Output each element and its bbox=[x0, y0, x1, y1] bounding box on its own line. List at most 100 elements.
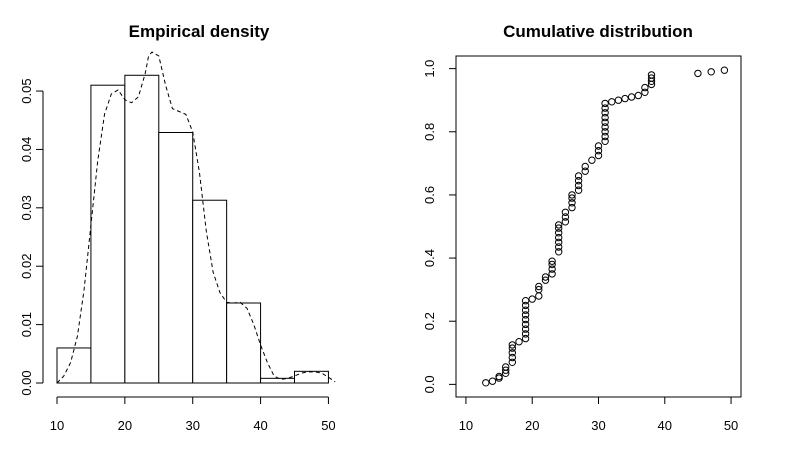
density-axes: 10 20 30 40 50 0.00 0.01 0.02 0.03 0.04 0.05 bbox=[19, 78, 336, 433]
cdf-y-tick-label: 0.0 bbox=[422, 375, 437, 393]
cdf-point bbox=[621, 94, 629, 103]
cdf-point bbox=[521, 297, 530, 305]
cdf-y-tick-label: 0.4 bbox=[422, 249, 437, 267]
cdf-x-tick-label: 30 bbox=[591, 418, 605, 433]
cdf-point bbox=[568, 194, 576, 202]
cdf-point bbox=[521, 330, 530, 338]
cdf-point bbox=[568, 191, 576, 199]
cdf-point bbox=[601, 99, 609, 108]
density-x-tick-label: 50 bbox=[321, 418, 335, 433]
cdf-point bbox=[601, 104, 609, 112]
cdf-points bbox=[482, 66, 729, 387]
cdf-point bbox=[568, 203, 576, 212]
cdf-point bbox=[482, 379, 490, 387]
cdf-point bbox=[634, 91, 642, 100]
cdf-point bbox=[555, 243, 563, 251]
cdf-y-tick-label: 0.8 bbox=[422, 123, 437, 141]
cdf-point bbox=[515, 338, 523, 346]
cdf-point bbox=[495, 372, 503, 381]
cdf-point bbox=[548, 257, 556, 265]
cdf-x-tick-label: 10 bbox=[459, 418, 473, 433]
cdf-point bbox=[707, 68, 715, 76]
cdf-point bbox=[594, 142, 603, 150]
cdf-point bbox=[541, 276, 550, 284]
cdf-point bbox=[521, 320, 530, 329]
cdf-point bbox=[594, 151, 603, 160]
cdf-point bbox=[508, 353, 516, 362]
cdf-point bbox=[694, 69, 702, 78]
density-y-tick-label: 0.00 bbox=[19, 370, 34, 395]
cdf-point bbox=[502, 366, 510, 374]
cdf-point bbox=[601, 137, 609, 146]
cdf-point bbox=[521, 306, 530, 314]
histogram-bar bbox=[158, 131, 194, 384]
density-title: Empirical density bbox=[129, 22, 270, 41]
cdf-point bbox=[601, 113, 609, 122]
cdf-point bbox=[574, 177, 583, 185]
cdf-point bbox=[521, 301, 530, 310]
cdf-point bbox=[521, 325, 530, 333]
cdf-point bbox=[720, 66, 729, 74]
cdf-title: Cumulative distribution bbox=[503, 22, 693, 41]
cdf-point bbox=[608, 98, 616, 106]
cdf-point bbox=[614, 96, 623, 104]
cdf-point bbox=[588, 156, 596, 164]
cdf-point bbox=[647, 74, 656, 82]
cdf-point bbox=[641, 83, 649, 92]
cdf-point bbox=[627, 93, 636, 101]
cdf-point bbox=[548, 270, 556, 278]
cdf-point bbox=[508, 358, 516, 366]
cdf-point bbox=[521, 334, 530, 343]
cdf-point bbox=[541, 273, 550, 281]
density-y-tick-label: 0.02 bbox=[19, 254, 34, 279]
cdf-point bbox=[594, 147, 603, 155]
cdf-point bbox=[555, 229, 563, 237]
cdf-point bbox=[601, 132, 609, 141]
cdf-x-tick-label: 20 bbox=[525, 418, 539, 433]
density-panel: Empirical density 10 20 30 40 50 0.00 0.01 0.02… bbox=[19, 22, 336, 433]
cdf-point bbox=[508, 344, 516, 352]
cdf-panel: Cumulative distribution 10 20 30 40 50 0.0 0.2… bbox=[422, 22, 742, 433]
histogram-bar bbox=[226, 302, 262, 384]
density-y-tick-label: 0.05 bbox=[19, 78, 34, 103]
cdf-point bbox=[561, 213, 570, 221]
cdf-point bbox=[488, 377, 497, 385]
cdf-point bbox=[508, 341, 516, 349]
cdf-axes: 10 20 30 40 50 0.0 0.2 0.4 0.6 0.8 1.0 bbox=[422, 60, 738, 433]
cdf-point bbox=[574, 172, 583, 180]
density-x-tick-label: 20 bbox=[118, 418, 132, 433]
histogram-bar bbox=[192, 199, 228, 384]
cdf-point bbox=[528, 295, 536, 303]
cdf-x-tick-label: 50 bbox=[724, 418, 738, 433]
cdf-point bbox=[561, 208, 570, 217]
cdf-x-tick-label: 40 bbox=[658, 418, 672, 433]
cdf-point bbox=[574, 181, 583, 190]
histogram-bar bbox=[260, 377, 296, 384]
cdf-point bbox=[641, 88, 649, 97]
cdf-point bbox=[581, 162, 589, 171]
cdf-point bbox=[555, 248, 563, 256]
cdf-y-tick-label: 0.2 bbox=[422, 312, 437, 330]
histogram-bars bbox=[56, 74, 329, 384]
histogram-bar bbox=[294, 370, 329, 384]
cdf-point bbox=[581, 167, 589, 175]
density-x-tick-label: 40 bbox=[253, 418, 267, 433]
density-y-tick-label: 0.01 bbox=[19, 312, 34, 337]
density-y-tick-label: 0.04 bbox=[19, 137, 34, 162]
cdf-point bbox=[601, 123, 609, 131]
cdf-point bbox=[601, 109, 609, 117]
cdf-point bbox=[555, 233, 563, 242]
cdf-point bbox=[555, 224, 563, 232]
cdf-point bbox=[555, 238, 563, 247]
density-curve-line bbox=[56, 51, 336, 384]
cdf-point bbox=[647, 71, 656, 79]
cdf-point bbox=[535, 282, 543, 291]
cdf-point bbox=[568, 199, 576, 207]
cdf-point bbox=[601, 118, 609, 127]
cdf-point bbox=[502, 363, 510, 371]
density-x-tick-label: 30 bbox=[185, 418, 199, 433]
cdf-point bbox=[574, 186, 583, 194]
cdf-point bbox=[561, 218, 570, 226]
density-y-tick-label: 0.03 bbox=[19, 195, 34, 220]
cdf-point bbox=[508, 349, 516, 357]
